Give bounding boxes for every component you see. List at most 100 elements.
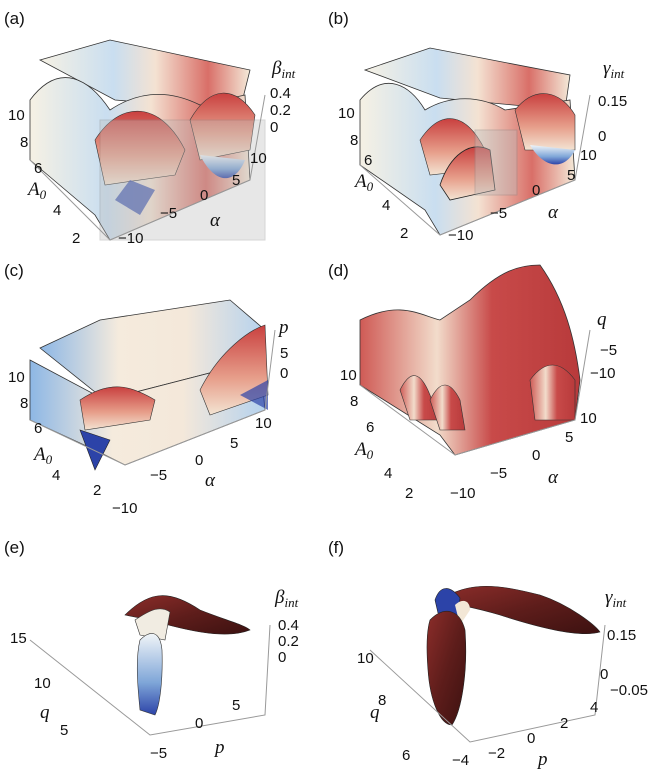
y-tick: 6 bbox=[364, 152, 372, 169]
z-tick: 0.15 bbox=[607, 627, 636, 644]
x-tick: 10 bbox=[250, 150, 267, 167]
y-tick: 2 bbox=[405, 485, 413, 502]
x-tick: −5 bbox=[490, 205, 507, 222]
z-tick: 0 bbox=[278, 649, 286, 666]
z-axis-label: βint bbox=[274, 587, 299, 610]
z-tick: −10 bbox=[590, 365, 615, 382]
panel-e: (e) βint 0.4 0.2 0 15 10 5 q 5 0 −5 p bbox=[4, 538, 299, 762]
surface-plot bbox=[427, 586, 600, 725]
y-tick: 15 bbox=[10, 630, 27, 647]
x-tick: 0 bbox=[532, 447, 540, 464]
y-tick: 10 bbox=[34, 675, 51, 692]
x-tick: −5 bbox=[490, 465, 507, 482]
panel-label: (e) bbox=[4, 538, 25, 557]
y-tick: 4 bbox=[382, 197, 390, 214]
y-axis-label: A0 bbox=[26, 179, 47, 202]
x-axis-label: α bbox=[210, 210, 221, 231]
y-tick: 5 bbox=[60, 722, 68, 739]
y-axis-label: A0 bbox=[353, 439, 374, 462]
z-tick: −0.05 bbox=[610, 682, 648, 699]
z-tick: 0 bbox=[600, 666, 608, 683]
surface-plot bbox=[360, 48, 575, 235]
ridge-3 bbox=[530, 365, 575, 420]
z-tick: 0.4 bbox=[270, 85, 291, 102]
y-tick: 2 bbox=[400, 225, 408, 242]
x-tick: 2 bbox=[560, 715, 568, 732]
x-tick: −10 bbox=[112, 500, 137, 517]
axes-frame bbox=[370, 625, 605, 742]
y-tick: 6 bbox=[366, 419, 374, 436]
z-tick: 0 bbox=[280, 365, 288, 382]
x-tick: −5 bbox=[150, 467, 167, 484]
x-tick: 0 bbox=[200, 187, 208, 204]
panel-c: (c) p 5 0 10 8 6 4 2 A0 10 5 0 −5 −10 α bbox=[4, 261, 289, 517]
z-axis-label: q bbox=[597, 309, 607, 330]
x-tick: −10 bbox=[450, 485, 475, 502]
x-tick: 5 bbox=[232, 697, 240, 714]
y-axis-label: q bbox=[40, 702, 50, 723]
y-tick: 4 bbox=[384, 465, 392, 482]
z-tick: 0.4 bbox=[278, 617, 299, 634]
z-tick: 0.2 bbox=[270, 102, 291, 119]
z-tick: 5 bbox=[280, 345, 288, 362]
y-tick: 6 bbox=[402, 747, 410, 764]
surface bbox=[360, 265, 580, 455]
z-axis-label: p bbox=[277, 317, 289, 338]
y-tick: 6 bbox=[34, 420, 42, 437]
x-tick: 0 bbox=[532, 182, 540, 199]
surface-plot bbox=[30, 40, 265, 240]
panel-a: (a) βint 0.4 0.2 0 10 8 6 4 2 A0 10 5 0 … bbox=[4, 9, 296, 247]
x-tick: −10 bbox=[118, 230, 143, 247]
y-tick: 8 bbox=[20, 395, 28, 412]
y-tick: 10 bbox=[8, 107, 25, 124]
panel-label: (d) bbox=[328, 261, 349, 280]
x-tick: 5 bbox=[567, 167, 575, 184]
y-tick: 2 bbox=[93, 482, 101, 499]
x-axis-label: p bbox=[213, 737, 225, 758]
x-tick: −10 bbox=[448, 227, 473, 244]
y-tick: 8 bbox=[350, 132, 358, 149]
z-tick: 0.15 bbox=[598, 93, 627, 110]
y-tick: 8 bbox=[350, 393, 358, 410]
z-tick: 0.2 bbox=[278, 633, 299, 650]
y-tick: 10 bbox=[8, 369, 25, 386]
y-tick: 2 bbox=[72, 230, 80, 247]
highlight-box bbox=[475, 130, 517, 195]
panel-label: (b) bbox=[328, 9, 349, 28]
x-tick: −2 bbox=[488, 745, 505, 762]
x-tick: 10 bbox=[255, 415, 272, 432]
y-tick: 10 bbox=[357, 650, 374, 667]
panel-label: (a) bbox=[4, 9, 25, 28]
z-axis-label: βint bbox=[271, 58, 296, 81]
z-axis-label: γint bbox=[605, 587, 627, 610]
x-axis-label: α bbox=[205, 470, 216, 491]
y-axis-label: A0 bbox=[32, 444, 53, 467]
y-tick: 10 bbox=[338, 105, 355, 122]
x-tick: 5 bbox=[565, 429, 573, 446]
x-tick: 0 bbox=[195, 452, 203, 469]
lobe bbox=[137, 633, 162, 715]
x-tick: −5 bbox=[160, 205, 177, 222]
x-axis-label: p bbox=[536, 749, 548, 770]
x-tick: 10 bbox=[580, 410, 597, 427]
panel-d: (d) q −5 −10 10 8 6 4 2 A0 10 5 0 −5 −10… bbox=[328, 261, 617, 502]
z-tick: −5 bbox=[600, 342, 617, 359]
x-tick: 0 bbox=[195, 715, 203, 732]
x-tick: −5 bbox=[150, 745, 167, 762]
panel-f: (f) γint 0.15 0 −0.05 10 8 6 q 4 2 0 −2 … bbox=[328, 538, 648, 770]
z-tick: 0 bbox=[598, 128, 606, 145]
x-tick: 5 bbox=[230, 435, 238, 452]
z-axis-label: γint bbox=[603, 58, 625, 81]
x-tick: −4 bbox=[452, 752, 469, 769]
surface-plot bbox=[360, 265, 580, 455]
y-tick: 4 bbox=[53, 202, 61, 219]
y-tick: 10 bbox=[340, 367, 357, 384]
panel-label: (c) bbox=[4, 261, 24, 280]
x-tick: 4 bbox=[590, 699, 598, 716]
x-tick: 10 bbox=[580, 147, 597, 164]
y-tick: 8 bbox=[20, 134, 28, 151]
panel-b: (b) γint 0.15 0 10 8 6 4 2 A0 10 5 0 −5 … bbox=[328, 9, 627, 244]
y-tick: 6 bbox=[34, 160, 42, 177]
panel-label: (f) bbox=[328, 538, 344, 557]
